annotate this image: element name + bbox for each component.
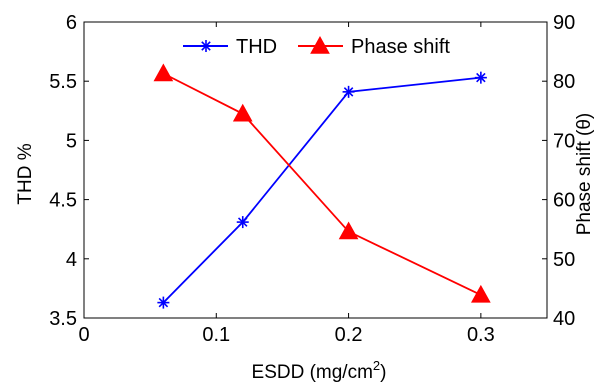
data-point-thd: [157, 296, 170, 309]
data-point-phase-shift: [153, 63, 174, 82]
x-axis-title: ESDD (mg/cm2): [252, 358, 387, 383]
y-right-axis-title: Phase shift (θ): [574, 113, 595, 236]
data-point-thd: [474, 71, 487, 84]
legend-phase-shift: Phase shift: [298, 35, 450, 58]
plot-frame: [83, 21, 548, 319]
y-left-tick-label: 4: [66, 249, 77, 271]
y-right-tick-label: 90: [553, 12, 575, 34]
y-left-tick-label: 5: [66, 130, 77, 152]
legend-phase-shift-marker: [310, 35, 330, 54]
x-tick-label: 0.2: [335, 324, 363, 346]
legend-thd-marker: [200, 40, 212, 52]
x-axis-title-main: ESDD (mg/cm: [252, 362, 373, 383]
x-tick-label: 0: [78, 324, 89, 346]
data-point-phase-shift: [232, 103, 253, 122]
data-point-thd: [342, 85, 355, 98]
legend: THD Phase shift: [183, 35, 450, 58]
y-left-tick-label: 3.5: [49, 308, 77, 330]
y-right-tick-label: 70: [553, 130, 575, 152]
data-point-phase-shift: [338, 221, 359, 240]
y-right-tick-label: 50: [553, 249, 575, 271]
x-tick-label: 0.3: [467, 324, 495, 346]
y-left-tick-label: 5.5: [49, 71, 77, 93]
legend-thd: THD: [183, 36, 277, 58]
x-axis-title-end: ): [380, 362, 386, 383]
x-axis-title-sup: 2: [373, 358, 380, 373]
y-left-axis-title: THD %: [15, 143, 36, 204]
x-tick-label: 0.1: [202, 324, 230, 346]
y-right-tick-label: 40: [553, 308, 575, 330]
legend-phase-shift-label: Phase shift: [351, 36, 450, 58]
y-right-tick-label: 60: [553, 190, 575, 212]
series-line-thd: [162, 76, 481, 304]
legend-thd-label: THD: [236, 36, 277, 58]
data-point-phase-shift: [471, 284, 491, 303]
y-left-tick-label: 6: [66, 12, 77, 34]
y-left-tick-label: 4.5: [49, 190, 77, 212]
series-line-phase-shift: [162, 72, 482, 296]
data-point-thd: [236, 216, 249, 229]
y-right-tick-label: 80: [553, 71, 575, 93]
